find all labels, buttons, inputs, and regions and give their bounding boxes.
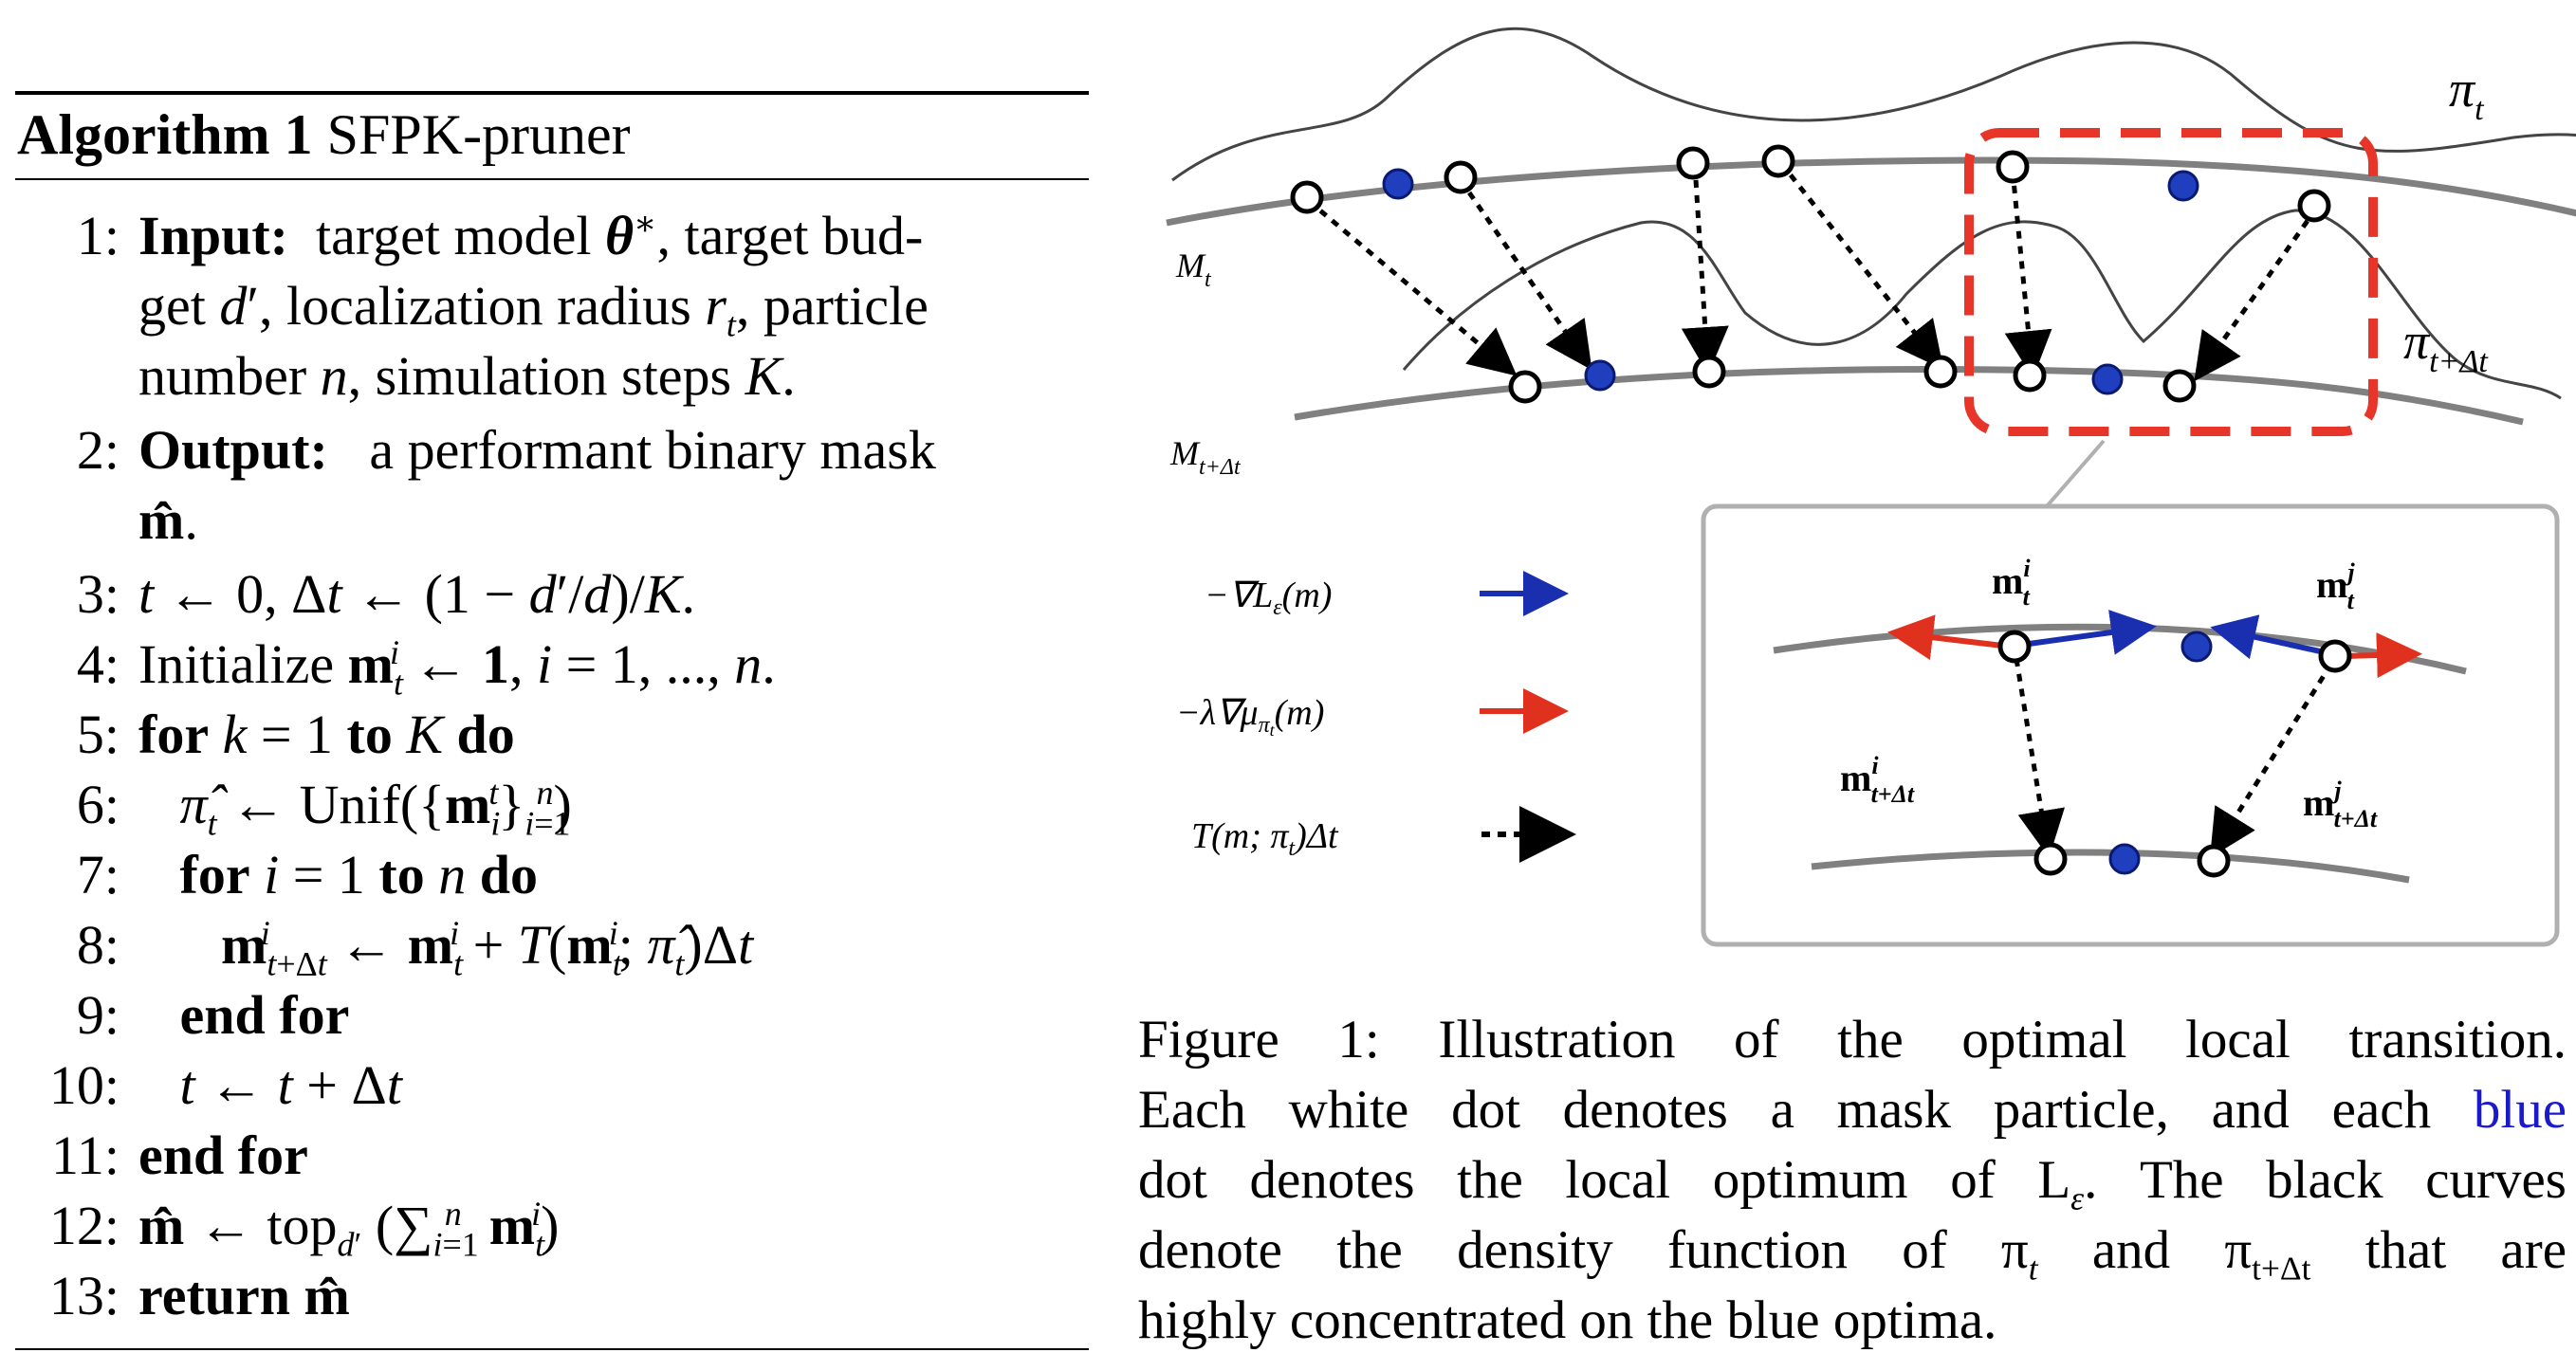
- title-rule: [15, 178, 1089, 180]
- algo-line-5: 5: for k = 1 to K do: [76, 704, 515, 765]
- caption-line-5: highly concentrated on the blue optima.: [1138, 1290, 1997, 1350]
- caption-line-1: Figure 1: Illustration of the optimal lo…: [1138, 1010, 2567, 1069]
- bottom-rule: [15, 1348, 1089, 1350]
- legend-T-label: T(m; πt)Δt: [1191, 816, 1339, 861]
- caption-blue-word: blue: [2473, 1080, 2567, 1140]
- algorithm-box: Algorithm 1 SFPK-pruner 1: Input: target …: [15, 91, 1089, 1352]
- inset-label-mtj: mj t: [2316, 558, 2355, 614]
- algo-line-12: 12: m̂ ← topd′ (∑i=1n mti): [48, 1194, 560, 1264]
- inset-grad-mu-arrow-j: [2344, 632, 2422, 679]
- algo-line-4: 4: Initialize mti ← 1, i = 1, ..., n.: [76, 632, 776, 703]
- mask-particles-top: [1290, 144, 2331, 223]
- label-pi-t: πt: [2449, 61, 2485, 127]
- inset-grad-L-arrow-j: [2210, 614, 2334, 660]
- label-m-t: Mt: [1175, 247, 1212, 292]
- figure-diagram: πt πt+Δt Mt Mt+Δt −∇Lε(m) −λ∇μπt(m) T(m;…: [1166, 27, 2576, 947]
- algo-line-10: 10: t ← t + Δt: [48, 1054, 402, 1116]
- caption-line-3: dot denotes the local optimum of Lε. The…: [1138, 1150, 2567, 1217]
- mask-particles-bottom: [1508, 355, 2197, 404]
- caption-line-4: denote the density function of πt and πt…: [1138, 1220, 2567, 1288]
- inset-optima: [2108, 631, 2213, 875]
- algo-line-2: 2: Output: a performant binary mask: [76, 419, 936, 481]
- algo-line-8: 8: mt+Δti ← mti + T(mti; π̂t)Δt: [76, 913, 754, 983]
- algorithm-name: SFPK-pruner: [326, 103, 631, 166]
- algo-line-11: 11: end for: [51, 1124, 308, 1186]
- label-m-tdt: Mt+Δt: [1169, 434, 1242, 480]
- algo-line-1b: get d′, localization radius rt, particle: [138, 275, 929, 344]
- legend-grad-mu-label: −λ∇μπt(m): [1176, 693, 1324, 740]
- density-pi-tdt: [1402, 209, 2562, 400]
- inset-grad-L-arrow-i: [2021, 610, 2157, 655]
- inset-callout: [2042, 439, 2106, 508]
- inset-label-mtdti: mi t+Δt: [1840, 752, 1915, 808]
- top-rule: [15, 91, 1089, 95]
- figure-1: πt πt+Δt Mt Mt+Δt −∇Lε(m) −λ∇μπt(m) T(m;…: [1148, 0, 2576, 986]
- optima-dots-bottom: [1584, 359, 2124, 395]
- algo-line-3: 3: t ← 0, Δt ← (1 − d′/d)/K.: [76, 563, 696, 625]
- optima-dots-top: [1382, 168, 2199, 202]
- figure-caption: Figure 1: Illustration of the optimal lo…: [1138, 1005, 2567, 1356]
- algo-line-6: 6: π̂t ← Unif({mit}i=1n): [76, 773, 572, 843]
- algo-line-7: 7: for i = 1 to n do: [76, 844, 538, 905]
- inset-particles: [1997, 630, 2352, 878]
- algo-line-9: 9: end for: [76, 984, 350, 1046]
- manifold-m-t: [1166, 156, 2576, 227]
- inset-label-mti: mi t: [1992, 555, 2031, 611]
- algo-line-1c: number n, simulation steps K.: [138, 345, 796, 407]
- algorithm-label: Algorithm 1: [17, 103, 313, 166]
- algo-line-2b: m̂.: [138, 489, 198, 551]
- inset-grad-mu-arrow-i: [1887, 614, 2012, 661]
- inset-box: [1701, 503, 2560, 947]
- inset-transport-arrows: [2014, 658, 2334, 858]
- algo-line-1: 1: Input: target model θ∗, target bud-: [76, 204, 924, 266]
- manifold-m-tdt: [1294, 365, 2524, 426]
- caption-line-2: Each white dot denotes a mask particle, …: [1138, 1080, 2567, 1140]
- transport-arrows-top: [1307, 161, 2319, 382]
- density-pi-t: [1171, 27, 2576, 182]
- label-pi-tdt: πt+Δt: [2403, 313, 2489, 379]
- algorithm-title: Algorithm 1 SFPK-pruner: [17, 102, 631, 168]
- algo-line-13: 13: return m̂: [48, 1265, 350, 1326]
- inset-label-mtdtj: mj t+Δt: [2303, 777, 2378, 832]
- legend-grad-L-label: −∇Lε(m): [1205, 576, 1332, 620]
- highlight-dashed-box: [1964, 128, 2378, 436]
